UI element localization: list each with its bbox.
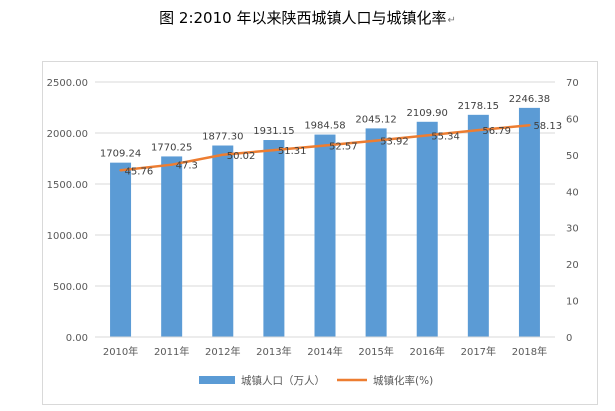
line-point <box>119 169 122 172</box>
line-data-label: 55.34 <box>431 131 460 142</box>
line-data-label: 58.13 <box>533 121 562 132</box>
y-right-tick-label: 10 <box>566 297 579 308</box>
chart-frame: 0.00 500.00 1000.00 1500.00 2000.00 2500.00 0… <box>42 61 598 405</box>
right-axis: 0 10 20 30 40 50 60 70 <box>566 78 579 344</box>
line-data-labels: 45.76 47.3 50.02 51.31 52.57 53.92 55.34 56.79 5… <box>125 121 563 177</box>
legend-swatch-bar <box>199 376 235 384</box>
bar-data-label: 1877.30 <box>202 132 243 143</box>
combo-chart: 0.00 500.00 1000.00 1500.00 2000.00 2500.00 0… <box>47 78 579 387</box>
bar-data-label: 2109.90 <box>407 108 448 119</box>
bar <box>416 121 438 338</box>
x-tick-label: 2012年 <box>205 345 240 358</box>
bar <box>263 140 285 337</box>
bar <box>518 107 540 338</box>
line-point <box>374 139 378 142</box>
line-point <box>528 124 531 127</box>
bar <box>110 162 132 337</box>
x-tick-label: 2011年 <box>154 345 189 358</box>
line-point <box>170 163 173 166</box>
y-left-tick-label: 2500.00 <box>47 78 88 89</box>
y-left-tick-label: 1500.00 <box>47 180 88 191</box>
line-data-label: 47.3 <box>176 161 198 172</box>
bar <box>314 134 336 337</box>
left-axis: 0.00 500.00 1000.00 1500.00 2000.00 2500.00 <box>47 78 88 344</box>
y-right-tick-label: 20 <box>566 260 579 271</box>
line-point <box>221 153 224 156</box>
bar-data-label: 2045.12 <box>355 114 396 125</box>
bar-data-label: 1984.58 <box>304 121 345 132</box>
y-right-tick-label: 70 <box>566 78 579 89</box>
bar-data-label: 1709.24 <box>100 149 141 160</box>
figure-caption: 图 2:2010 年以来陕西城镇人口与城镇化率↵ <box>0 9 615 30</box>
x-tick-label: 2018年 <box>512 345 547 358</box>
y-left-tick-label: 2000.00 <box>47 129 88 140</box>
line-point <box>272 148 276 152</box>
x-tick-label: 2010年 <box>103 345 138 358</box>
y-right-tick-label: 60 <box>566 114 579 125</box>
y-left-tick-label: 0.00 <box>66 333 88 344</box>
bar-series <box>110 107 540 338</box>
bar-data-label: 1931.15 <box>253 126 294 137</box>
bar-data-labels: 1709.24 1770.25 1877.30 1931.15 1984.58 2045.… <box>100 94 550 160</box>
x-tick-label: 2015年 <box>358 345 393 358</box>
line-data-label: 53.92 <box>380 137 409 148</box>
y-right-tick-label: 40 <box>566 187 579 198</box>
line-data-label: 56.79 <box>482 126 511 137</box>
line-point <box>426 134 429 137</box>
x-tick-label: 2014年 <box>307 345 342 358</box>
x-tick-label: 2017年 <box>461 345 496 358</box>
y-right-tick-label: 30 <box>566 224 579 235</box>
bar-data-label: 2246.38 <box>509 94 550 105</box>
line-data-label: 51.31 <box>278 146 307 157</box>
y-left-tick-label: 500.00 <box>53 282 88 293</box>
y-right-tick-label: 0 <box>566 333 572 344</box>
bar <box>365 128 387 337</box>
bar <box>212 145 234 337</box>
y-left-tick-label: 1000.00 <box>47 231 88 242</box>
legend: 城镇人口（万人） 城镇化率(%) <box>199 374 433 387</box>
bar-data-label: 1770.25 <box>151 142 192 153</box>
bar <box>161 156 183 337</box>
x-axis: 2010年 2011年 2012年 2013年 2014年 2015年 2016年 2017年… <box>95 336 555 358</box>
legend-label-bar: 城镇人口（万人） <box>241 374 325 387</box>
line-data-label: 52.57 <box>329 141 358 152</box>
legend-label-line: 城镇化率(%) <box>373 374 433 387</box>
line-data-label: 50.02 <box>227 151 256 162</box>
line-point <box>477 128 480 132</box>
bar-data-label: 2178.15 <box>458 101 499 112</box>
y-right-tick-label: 50 <box>566 151 579 162</box>
line-series <box>119 123 531 172</box>
paragraph-return-mark: ↵ <box>447 15 456 26</box>
x-tick-label: 2016年 <box>409 345 444 358</box>
line-point <box>323 144 327 147</box>
x-tick-label: 2013年 <box>256 345 291 358</box>
bar <box>467 114 489 337</box>
caption-text: 图 2:2010 年以来陕西城镇人口与城镇化率 <box>159 9 447 27</box>
line-data-label: 45.76 <box>125 166 154 177</box>
